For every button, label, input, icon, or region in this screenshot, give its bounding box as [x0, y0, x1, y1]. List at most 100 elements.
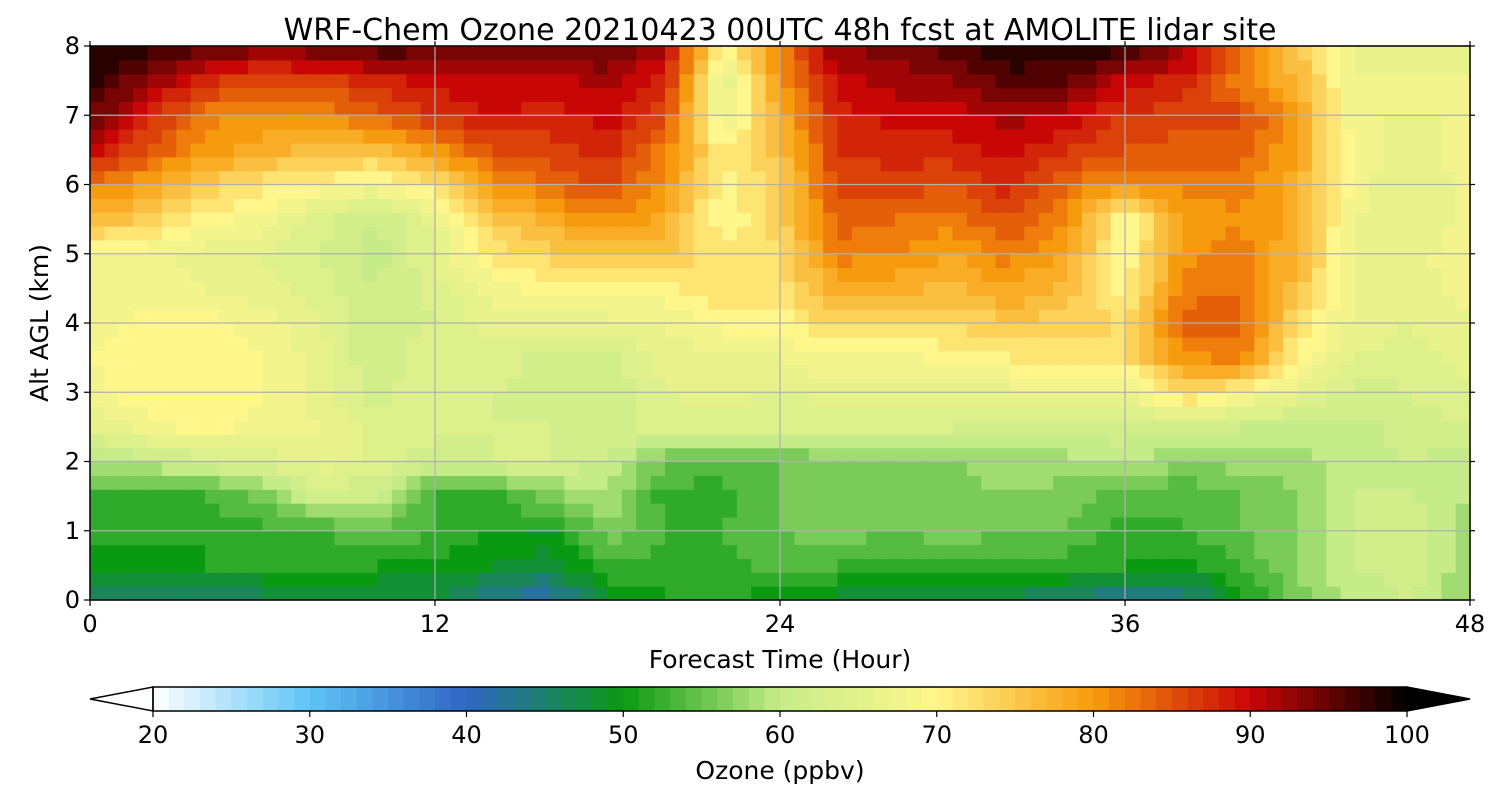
colorbar-segment: [1265, 687, 1283, 711]
heatmap-cell: [1139, 586, 1155, 600]
heatmap-cell: [1196, 87, 1212, 102]
heatmap-cell: [420, 461, 436, 476]
heatmap-cell: [406, 392, 422, 407]
heatmap-cell: [276, 419, 292, 435]
heatmap-cell: [593, 184, 609, 199]
heatmap-cell: [348, 115, 364, 130]
heatmap-cell: [205, 350, 220, 366]
heatmap-cell: [1096, 364, 1112, 379]
heatmap-cell: [1225, 142, 1241, 158]
heatmap-cell: [492, 87, 508, 102]
heatmap-cell: [995, 226, 1011, 241]
heatmap-cell: [722, 530, 738, 546]
heatmap-cell: [1081, 309, 1097, 324]
heatmap-cell: [1211, 239, 1227, 255]
heatmap-cell: [780, 433, 795, 449]
heatmap-cell: [1153, 170, 1169, 186]
heatmap-cell: [794, 129, 810, 144]
heatmap-cell: [377, 239, 393, 255]
heatmap-cell: [291, 184, 307, 199]
heatmap-cell: [1426, 323, 1442, 338]
heatmap-cell: [1441, 475, 1457, 490]
heatmap-cell: [1268, 156, 1284, 172]
heatmap-cell: [1426, 115, 1442, 130]
heatmap-cell: [880, 87, 896, 102]
heatmap-cell: [909, 281, 925, 296]
heatmap-cell: [535, 253, 551, 269]
heatmap-cell: [262, 226, 278, 241]
heatmap-cell: [1240, 281, 1255, 296]
heatmap-cell: [607, 73, 623, 89]
heatmap-cell: [492, 461, 508, 476]
heatmap-cell: [535, 489, 551, 504]
heatmap-cell: [463, 156, 479, 172]
heatmap-cell: [564, 586, 580, 600]
heatmap-cell: [981, 198, 997, 213]
heatmap-cell: [435, 433, 450, 449]
heatmap-cell: [90, 101, 105, 116]
heatmap-cell: [578, 281, 594, 296]
heatmap-cell: [176, 406, 192, 421]
heatmap-cell: [607, 46, 623, 61]
heatmap-cell: [650, 184, 666, 199]
heatmap-cell: [104, 516, 120, 532]
heatmap-cell: [363, 156, 379, 172]
heatmap-cell: [406, 59, 422, 75]
heatmap-cell: [1196, 295, 1212, 310]
heatmap-cell: [521, 572, 537, 587]
colorbar-segment: [1077, 687, 1094, 711]
heatmap-cell: [1326, 323, 1342, 338]
heatmap-cell: [305, 378, 321, 393]
heatmap-cell: [233, 461, 249, 476]
heatmap-cell: [952, 433, 968, 449]
heatmap-cell: [708, 198, 724, 213]
heatmap-cell: [118, 212, 134, 227]
heatmap-cell: [866, 101, 882, 116]
heatmap-cell: [1268, 267, 1284, 283]
heatmap-cell: [866, 212, 882, 227]
heatmap-cell: [262, 59, 278, 75]
heatmap-cell: [837, 87, 853, 102]
heatmap-cell: [1240, 503, 1255, 518]
heatmap-cell: [506, 184, 522, 199]
heatmap-cell: [550, 406, 565, 421]
heatmap-cell: [736, 281, 752, 296]
heatmap-cell: [794, 46, 810, 61]
heatmap-cell: [1441, 503, 1457, 518]
heatmap-cell: [391, 336, 407, 352]
heatmap-cell: [521, 267, 537, 283]
heatmap-cell: [736, 350, 752, 366]
colorbar-segment: [450, 687, 467, 711]
heatmap-cell: [406, 226, 422, 241]
heatmap-cell: [190, 239, 206, 255]
heatmap-cell: [1139, 406, 1155, 421]
heatmap-cell: [880, 530, 896, 546]
heatmap-cell: [334, 239, 350, 255]
heatmap-cell: [1211, 212, 1227, 227]
heatmap-cell: [420, 336, 436, 352]
colorbar-segment: [1312, 687, 1330, 711]
heatmap-cell: [1355, 184, 1370, 199]
heatmap-cell: [1096, 253, 1112, 269]
heatmap-cell: [1196, 336, 1212, 352]
heatmap-cell: [909, 309, 925, 324]
heatmap-cell: [420, 115, 436, 130]
heatmap-cell: [118, 572, 134, 587]
heatmap-cell: [1455, 350, 1470, 366]
heatmap-cell: [1441, 156, 1457, 172]
heatmap-cell: [521, 226, 537, 241]
heatmap-cell: [636, 475, 652, 490]
heatmap-cell: [823, 336, 839, 352]
heatmap-cell: [665, 516, 680, 532]
heatmap-cell: [621, 184, 637, 199]
heatmap-cell: [808, 267, 824, 283]
heatmap-cell: [1153, 433, 1169, 449]
heatmap-cell: [1340, 156, 1356, 172]
heatmap-cell: [952, 239, 968, 255]
heatmap-cell: [1326, 447, 1342, 463]
heatmap-cell: [348, 295, 364, 310]
colorbar-tick-label: 70: [921, 721, 952, 749]
heatmap-cell: [880, 350, 896, 366]
heatmap-cell: [348, 129, 364, 144]
heatmap-cell: [1283, 530, 1299, 546]
